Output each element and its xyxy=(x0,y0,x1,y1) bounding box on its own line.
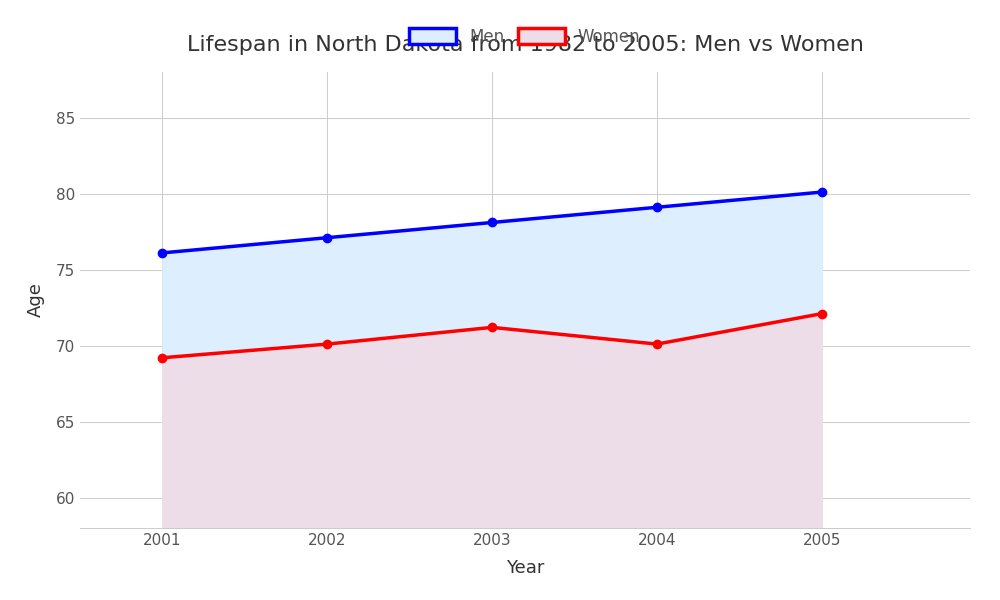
Title: Lifespan in North Dakota from 1982 to 2005: Men vs Women: Lifespan in North Dakota from 1982 to 20… xyxy=(187,35,863,55)
Y-axis label: Age: Age xyxy=(27,283,45,317)
Legend: Men, Women: Men, Women xyxy=(403,21,647,52)
X-axis label: Year: Year xyxy=(506,559,544,577)
